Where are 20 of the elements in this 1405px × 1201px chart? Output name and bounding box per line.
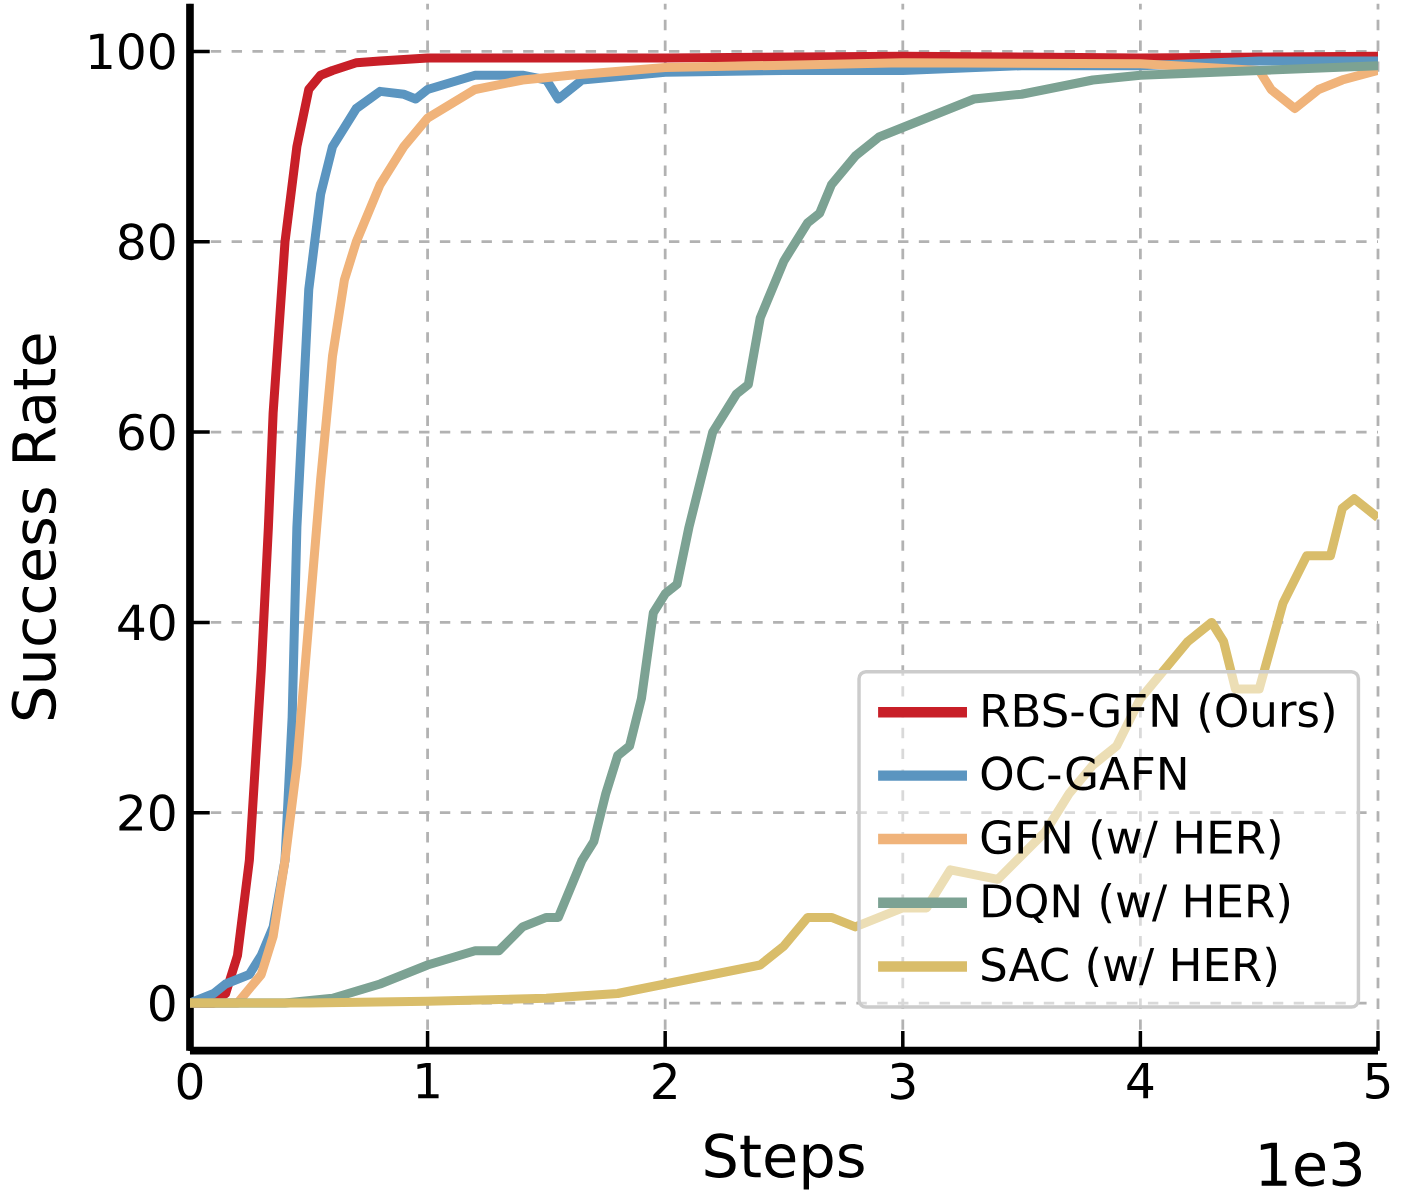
legend-label: GFN (w/ HER) [981, 819, 1280, 860]
x-tick-label: 3 [891, 1062, 915, 1100]
y-tick-label: 80 [119, 223, 175, 261]
y-tick-label: 20 [119, 794, 175, 832]
y-tick-label: 100 [90, 33, 175, 70]
x-tick-label: 5 [1366, 1062, 1390, 1100]
x-tick-label: 2 [653, 1062, 676, 1099]
x-tick-label: 0 [177, 1062, 203, 1100]
x-axis-title: Steps [705, 1133, 864, 1190]
legend-label: SAC (w/ HER) [982, 946, 1277, 987]
legend-label: RBS-GFN (Ours) [983, 692, 1334, 733]
y-tick-label: 40 [118, 603, 175, 641]
x-tick-label: 4 [1127, 1062, 1154, 1099]
text: 1e3 [1260, 1141, 1361, 1187]
y-axis-title: Success Rate [11, 334, 57, 720]
y-tick-label: 0 [150, 984, 175, 1022]
y-tick-label: 60 [119, 413, 175, 451]
x-tick-label: 1 [417, 1062, 439, 1099]
legend-label: OC-GAFN [981, 756, 1186, 791]
legend-label: DQN (w/ HER) [983, 883, 1290, 924]
